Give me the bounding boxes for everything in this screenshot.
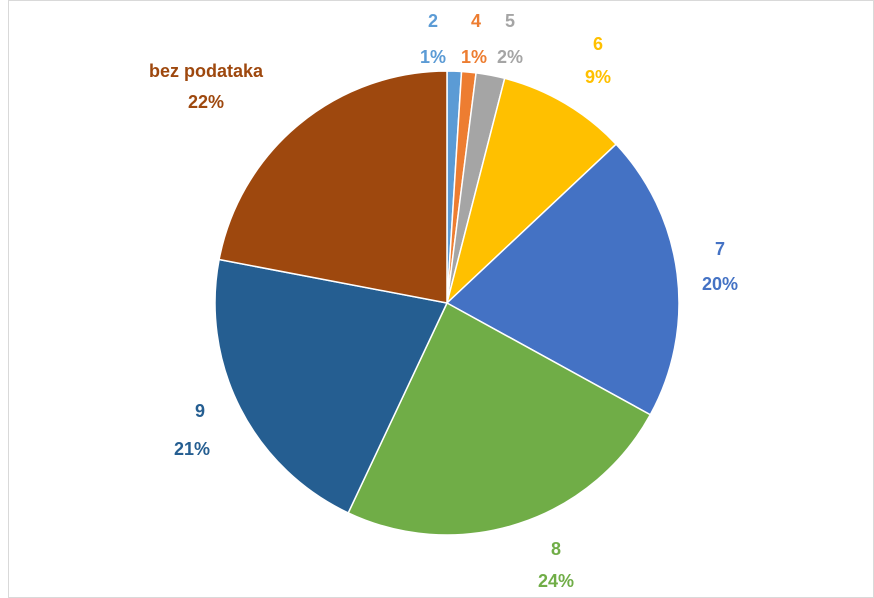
slice-category-label: 9 — [195, 401, 205, 421]
slice-value-label: 2% — [497, 47, 523, 67]
slice-category-label: 4 — [471, 11, 481, 31]
slice-category-label: 6 — [593, 34, 603, 54]
slice-value-label: 22% — [188, 92, 224, 112]
slice-category-label: 7 — [715, 239, 725, 259]
pie-slice — [214, 258, 449, 514]
slice-category-label: 5 — [505, 11, 515, 31]
pie-slice — [445, 77, 618, 306]
slice-value-label: 9% — [585, 67, 611, 87]
pie-slice — [445, 143, 680, 416]
slice-value-label: 24% — [538, 571, 574, 591]
slice-value-label: 20% — [702, 274, 738, 294]
pie-slice — [347, 301, 652, 536]
slice-value-label: 21% — [174, 439, 210, 459]
pie-slice — [218, 70, 448, 304]
slice-value-label: 1% — [420, 47, 446, 67]
slice-category-label: 2 — [428, 11, 438, 31]
slice-category-label: bez podataka — [149, 61, 264, 81]
slice-value-label: 1% — [461, 47, 487, 67]
slice-category-label: 8 — [551, 539, 561, 559]
